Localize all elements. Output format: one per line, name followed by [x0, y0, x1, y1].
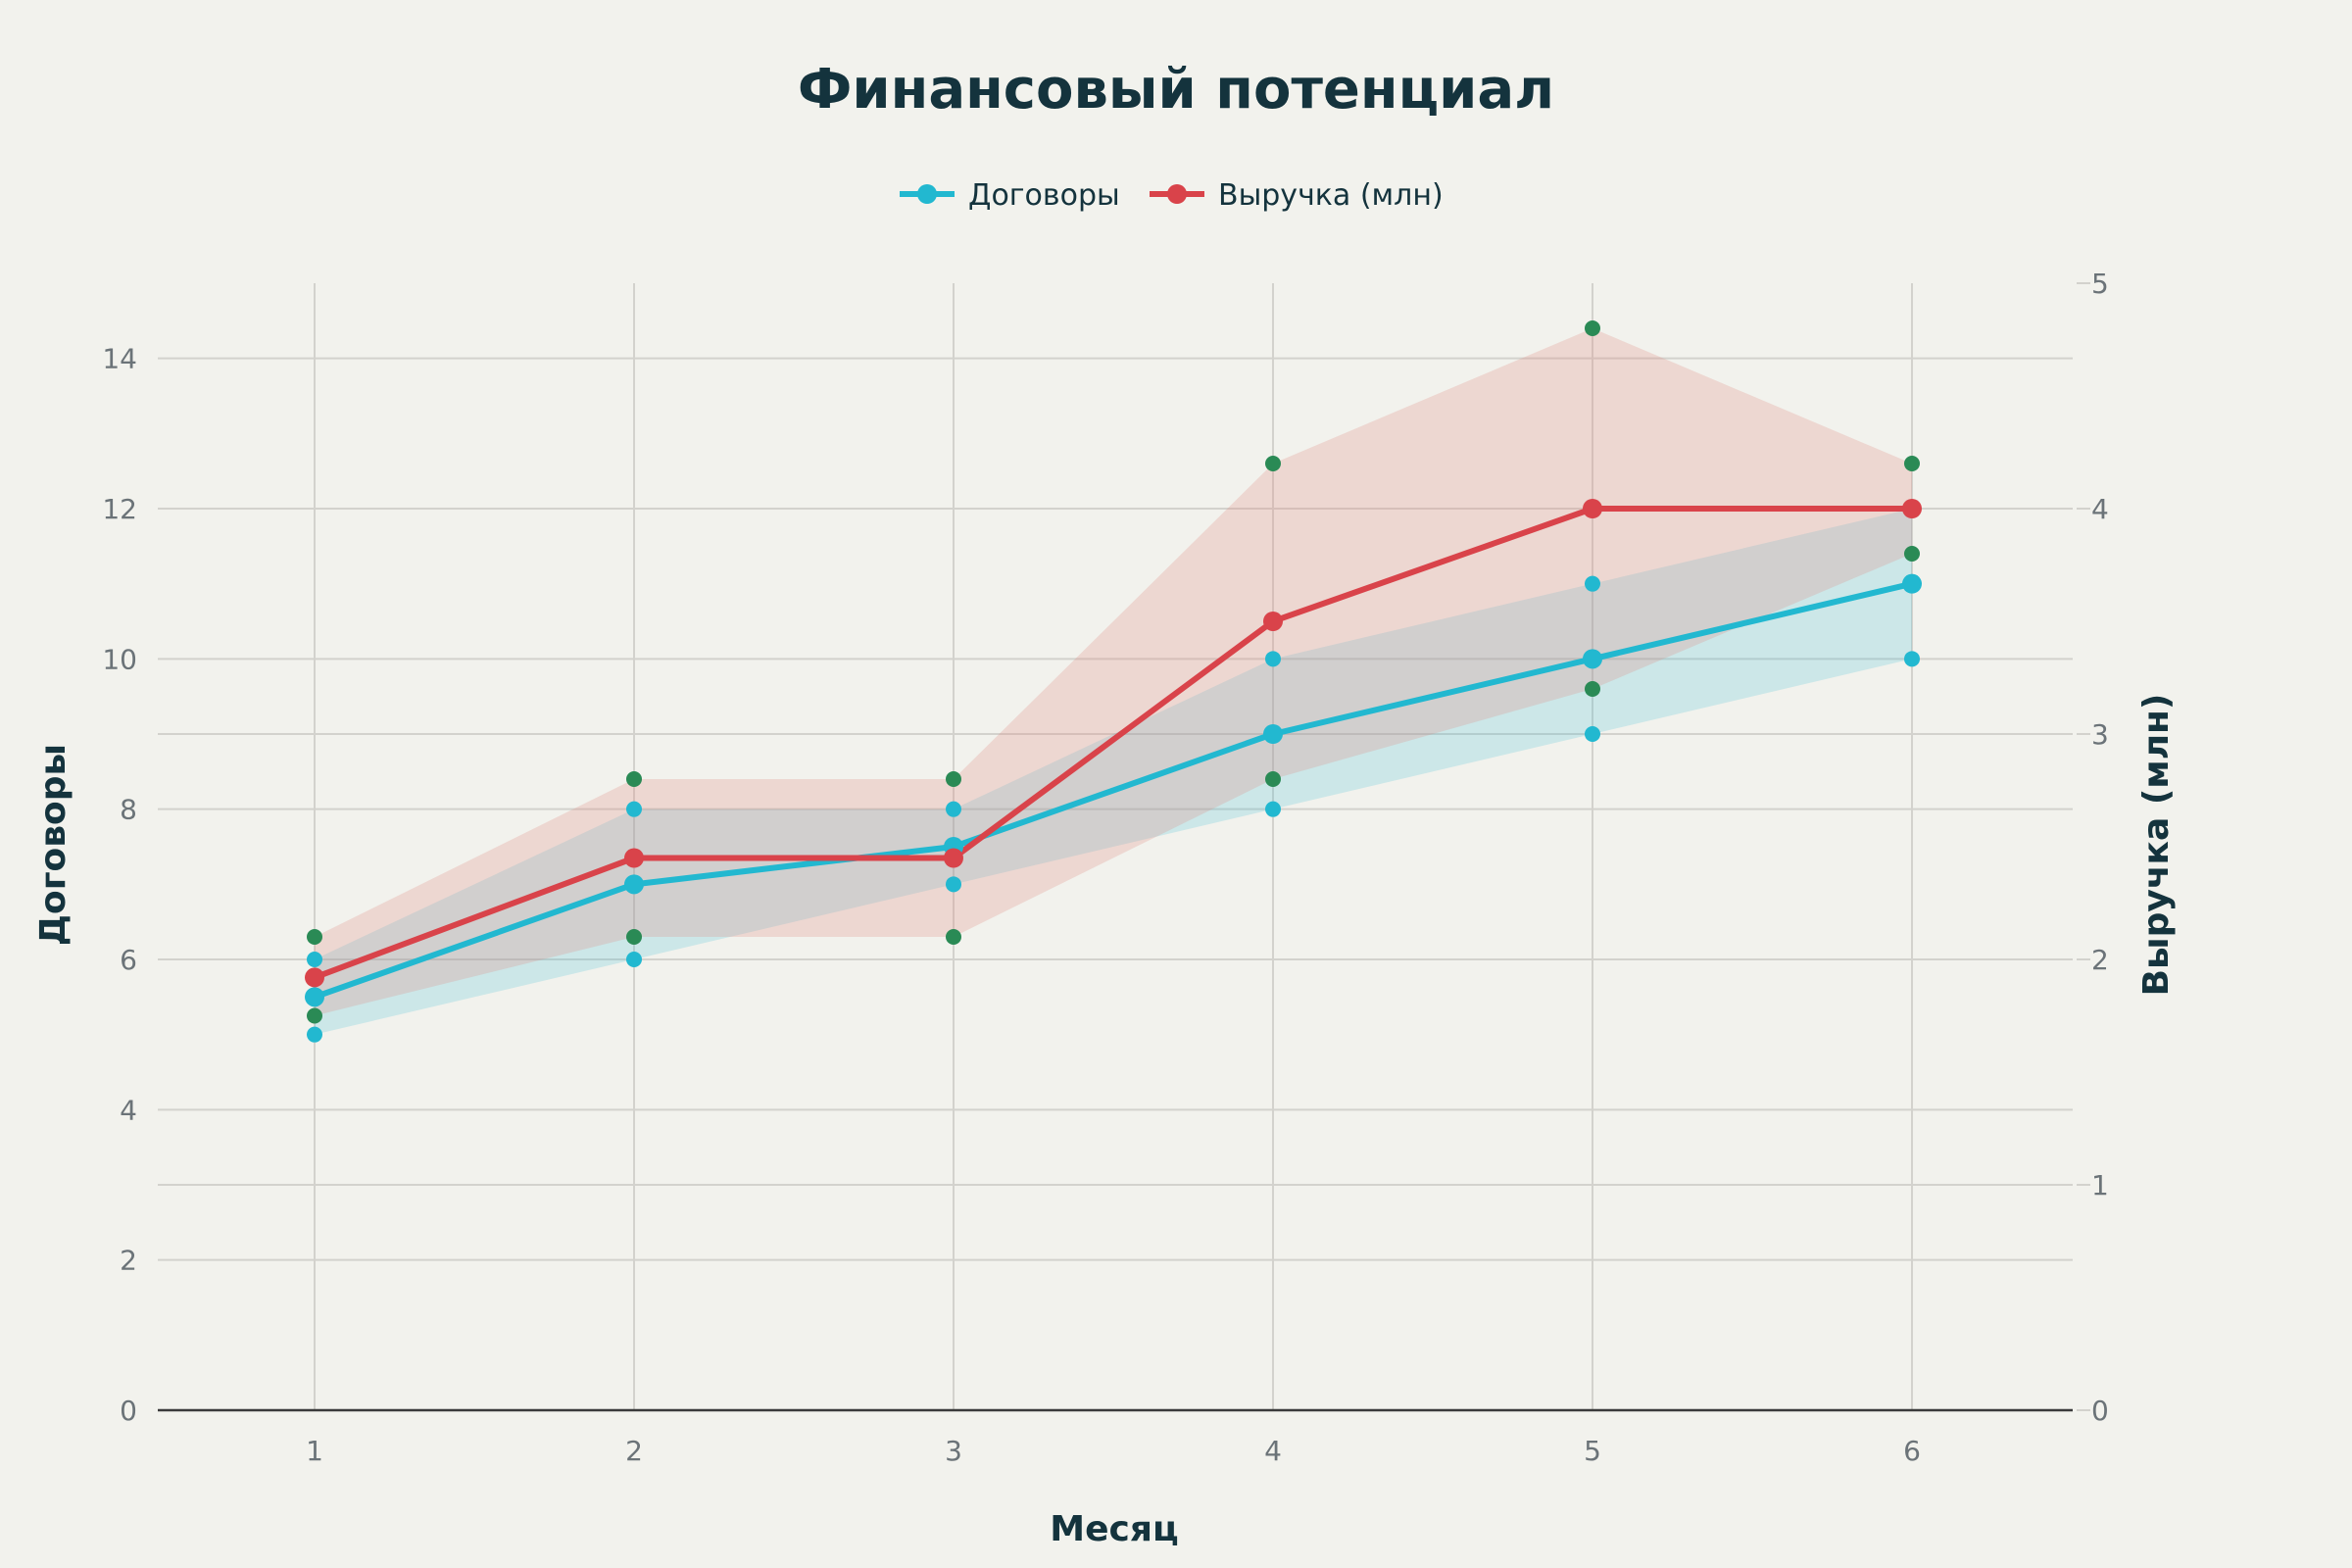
upper-bound-marker: [1585, 320, 1600, 336]
lower-bound-marker: [1265, 771, 1281, 787]
x-tick-label: 6: [1903, 1435, 1921, 1467]
legend-item-contracts[interactable]: Договоры: [900, 178, 1120, 213]
lower-bound-marker: [946, 876, 961, 893]
contracts-data-point[interactable]: [624, 874, 644, 895]
contracts-data-point[interactable]: [1902, 573, 1922, 594]
contracts-line: [314, 580, 1913, 1001]
lower-bound-marker: [626, 952, 642, 967]
y-tick-label-left: 10: [102, 643, 137, 675]
contracts-data-point[interactable]: [1263, 724, 1283, 744]
series-markers: [305, 320, 1922, 1043]
x-tick-label: 5: [1584, 1435, 1601, 1467]
legend-label-revenue: Выручка (млн): [1218, 178, 1444, 213]
upper-bound-marker: [946, 771, 961, 787]
lower-bound-marker: [1585, 681, 1600, 697]
upper-bound-marker: [1904, 456, 1920, 471]
legend-marker-icon: [917, 184, 937, 204]
series-lines: [313, 506, 1913, 1001]
y-tick-label-right: 2: [2091, 944, 2109, 976]
x-tick-label: 4: [1264, 1435, 1282, 1467]
contracts-data-point[interactable]: [305, 987, 324, 1007]
revenue-data-point[interactable]: [1263, 612, 1283, 631]
legend: Договоры Выручка (млн): [900, 178, 1444, 213]
lower-bound-marker: [307, 1026, 322, 1043]
revenue-range-band: [315, 328, 1912, 1016]
legend-label-contracts: Договоры: [968, 178, 1120, 213]
x-axis-title: Месяц: [1050, 1509, 1178, 1549]
y-tick-label-right: 3: [2091, 718, 2109, 751]
lower-bound-marker: [1904, 651, 1920, 667]
legend-marker-icon: [1167, 184, 1187, 204]
revenue-data-point[interactable]: [1583, 499, 1602, 518]
revenue-data-point[interactable]: [624, 848, 644, 868]
y-tick-label-left: 8: [120, 794, 137, 826]
y-tick-label-left: 2: [120, 1245, 137, 1277]
revenue-data-point[interactable]: [305, 967, 324, 988]
y-tick-label-right: 4: [2091, 493, 2109, 525]
x-tick-label: 2: [625, 1435, 643, 1467]
legend-item-revenue[interactable]: Выручка (млн): [1150, 178, 1444, 213]
upper-bound-marker: [1585, 575, 1600, 592]
y-tick-label-left: 14: [102, 343, 137, 375]
revenue-line: [313, 506, 1912, 981]
x-tick-label: 3: [945, 1435, 962, 1467]
upper-bound-marker: [626, 801, 642, 817]
y-tick-label-right: 5: [2091, 268, 2109, 300]
upper-bound-marker: [946, 801, 961, 817]
chart-title: Финансовый потенциал: [798, 58, 1554, 122]
lower-bound-marker: [626, 929, 642, 945]
lower-bound-marker: [307, 1007, 322, 1024]
y-tick-label-right: 1: [2091, 1169, 2109, 1201]
y-tick-label-left: 6: [120, 944, 137, 976]
y-axis-title-left: Договоры: [33, 744, 74, 946]
revenue-data-point[interactable]: [1902, 499, 1922, 518]
upper-bound-marker: [626, 771, 642, 787]
y-tick-label-right: 0: [2091, 1395, 2109, 1427]
contracts-range-band: [315, 509, 1912, 1035]
y-tick-label-left: 0: [120, 1395, 137, 1427]
lower-bound-marker: [1904, 546, 1920, 562]
revenue-data-point[interactable]: [944, 848, 963, 868]
y-tick-label-left: 4: [120, 1094, 137, 1126]
upper-bound-marker: [307, 929, 322, 945]
lower-bound-marker: [1265, 801, 1281, 817]
lower-bound-marker: [1585, 726, 1600, 742]
y-tick-label-left: 12: [102, 493, 137, 525]
x-tick-label: 1: [306, 1435, 323, 1467]
upper-bound-marker: [307, 952, 322, 967]
y-axis-title-right: Выручка (млн): [2136, 694, 2177, 997]
upper-bound-marker: [1265, 651, 1281, 667]
lower-bound-marker: [946, 929, 961, 945]
confidence-bands: [315, 328, 1912, 1035]
upper-bound-marker: [1265, 456, 1281, 471]
contracts-data-point[interactable]: [1583, 649, 1602, 669]
